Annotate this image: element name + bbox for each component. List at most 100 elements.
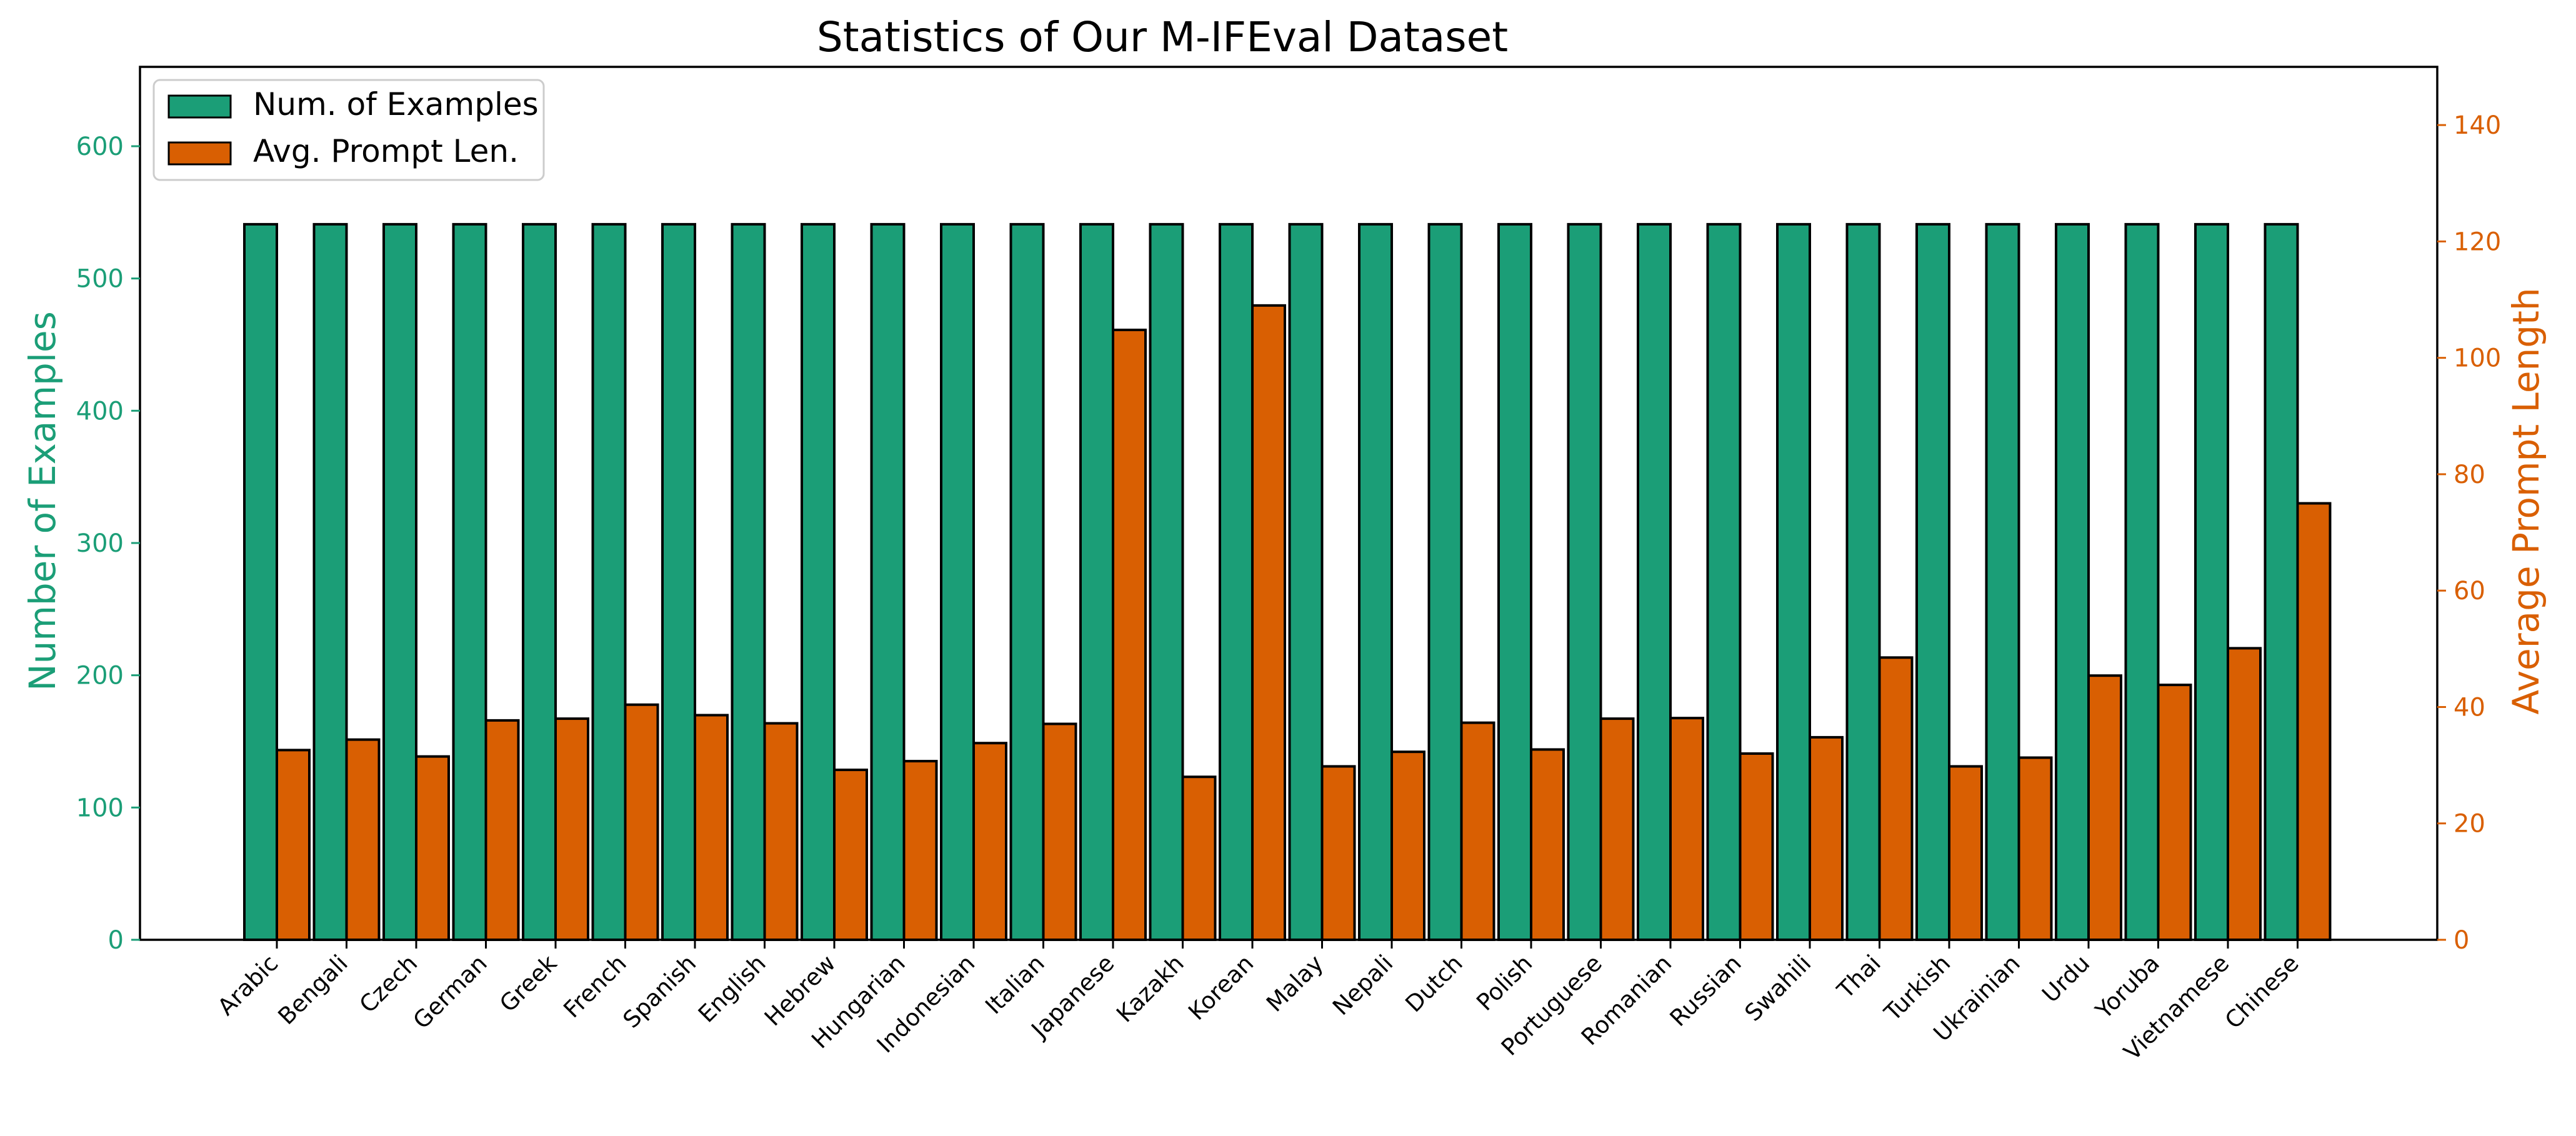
x-tick-label: German <box>408 950 492 1034</box>
y-right-tick-label: 60 <box>2454 577 2485 605</box>
bar-examples <box>2264 222 2299 942</box>
bar-prompt-length <box>1530 748 1565 941</box>
y-right-tick-label: 20 <box>2454 810 2485 839</box>
bar-examples <box>382 222 417 942</box>
legend-box <box>152 79 545 181</box>
bar-examples <box>1985 222 2020 942</box>
bar-examples <box>1219 222 1254 942</box>
x-tick-label: Urdu <box>2037 950 2095 1008</box>
x-tick-label: Czech <box>354 950 422 1018</box>
bar-prompt-length <box>1112 328 1147 941</box>
bar-examples <box>1358 222 1393 942</box>
bar-examples <box>1079 222 1114 942</box>
bar-examples <box>870 222 906 942</box>
bars <box>243 222 2332 942</box>
bar-prompt-length <box>694 714 729 942</box>
x-tick-label: Chinese <box>2220 950 2304 1034</box>
y-axis-left-label: Number of Examples <box>21 311 64 691</box>
y-left-tick-label: 300 <box>76 529 124 558</box>
y-left-tick-label: 400 <box>76 397 124 426</box>
bar-examples <box>2124 222 2160 942</box>
y-left-tick-label: 600 <box>76 132 124 161</box>
bar-prompt-length <box>554 717 589 942</box>
bar-examples <box>1845 222 1881 942</box>
x-tick-label: Kazakh <box>1111 950 1189 1028</box>
x-tick-label: English <box>693 950 771 1028</box>
x-tick-label: Nepali <box>1327 950 1398 1020</box>
y-axis-right-label: Average Prompt Length <box>2505 287 2547 714</box>
bar-examples <box>940 222 975 942</box>
bar-examples <box>1288 222 1324 942</box>
bar-prompt-length <box>345 738 381 941</box>
legend-swatch <box>167 94 232 119</box>
legend-label: Avg. Prompt Len. <box>253 133 519 169</box>
x-tick-label: Bengali <box>273 950 353 1030</box>
axes <box>139 66 2439 941</box>
x-tick-label: Malay <box>1261 950 1329 1017</box>
bar-prompt-length <box>1181 775 1217 942</box>
x-tick-label: Dutch <box>1400 950 1467 1017</box>
bar-prompt-length <box>1460 721 1495 941</box>
bar-examples <box>2055 222 2090 942</box>
x-tick-label: Korean <box>1183 950 1259 1025</box>
bar-prompt-length <box>1878 656 1914 941</box>
bar-prompt-length <box>1809 735 1844 941</box>
x-tick-label: Arabic <box>212 950 283 1020</box>
bar-examples <box>731 222 766 942</box>
bar-prompt-length <box>1390 750 1425 941</box>
bar-prompt-length <box>1669 717 1704 941</box>
bar-examples <box>661 222 696 942</box>
bar-examples <box>452 222 487 942</box>
y-right-tick-label: 140 <box>2454 111 2501 140</box>
bar-prompt-length <box>1042 722 1077 941</box>
bar-prompt-length <box>415 755 450 941</box>
y-left-tick-label: 100 <box>76 794 124 822</box>
y-left-tick-label: 0 <box>108 926 124 955</box>
y-right-tick-label: 120 <box>2454 227 2501 256</box>
legend: Num. of Examples Avg. Prompt Len. <box>152 79 545 181</box>
bar-prompt-length <box>276 749 311 942</box>
bar-examples <box>312 222 348 942</box>
bar-examples <box>1497 222 1532 942</box>
chart-title: Statistics of Our M-IFEval Dataset <box>817 13 1508 61</box>
bar-prompt-length <box>2087 674 2122 942</box>
bar-prompt-length <box>624 703 659 941</box>
x-tick-label: Spanish <box>618 950 702 1034</box>
bar-prompt-length <box>1599 717 1635 942</box>
x-tick-label: Thai <box>1832 950 1886 1004</box>
y-right-tick-label: 80 <box>2454 461 2485 489</box>
bar-prompt-length <box>763 722 799 941</box>
bar-examples <box>1637 222 1672 942</box>
bar-examples <box>1706 222 1742 942</box>
x-tick-label: Swahili <box>1740 950 1817 1027</box>
bar-examples <box>1567 222 1602 942</box>
y-right-tick-label: 100 <box>2454 344 2501 373</box>
y-right-tick-label: 40 <box>2454 693 2485 722</box>
x-tick-label: Italian <box>980 950 1050 1020</box>
bar-prompt-length <box>833 769 868 941</box>
bar-prompt-length <box>1739 752 1774 942</box>
legend-swatch <box>167 141 232 166</box>
x-tick-label: Greek <box>494 950 562 1018</box>
bar-prompt-length <box>2227 647 2262 941</box>
bar-prompt-length <box>1948 765 1983 941</box>
legend-label: Num. of Examples <box>253 86 539 122</box>
bar-examples <box>1149 222 1184 942</box>
bar-prompt-length <box>902 760 938 942</box>
bar-examples <box>243 222 278 942</box>
bar-examples <box>591 222 627 942</box>
y-right-tick-label: 0 <box>2454 926 2469 955</box>
bar-prompt-length <box>1320 765 1356 941</box>
x-tick-label: Polish <box>1471 950 1537 1016</box>
bar-examples <box>1009 222 1045 942</box>
bar-examples <box>801 222 836 942</box>
bar-prompt-length <box>2157 684 2192 942</box>
bar-examples <box>1776 222 1811 942</box>
y-left-tick-label: 500 <box>76 265 124 294</box>
bar-examples <box>1427 222 1463 942</box>
x-tick-label: Russian <box>1665 950 1747 1032</box>
bar-prompt-length <box>484 719 520 941</box>
bar-examples <box>1915 222 1950 942</box>
